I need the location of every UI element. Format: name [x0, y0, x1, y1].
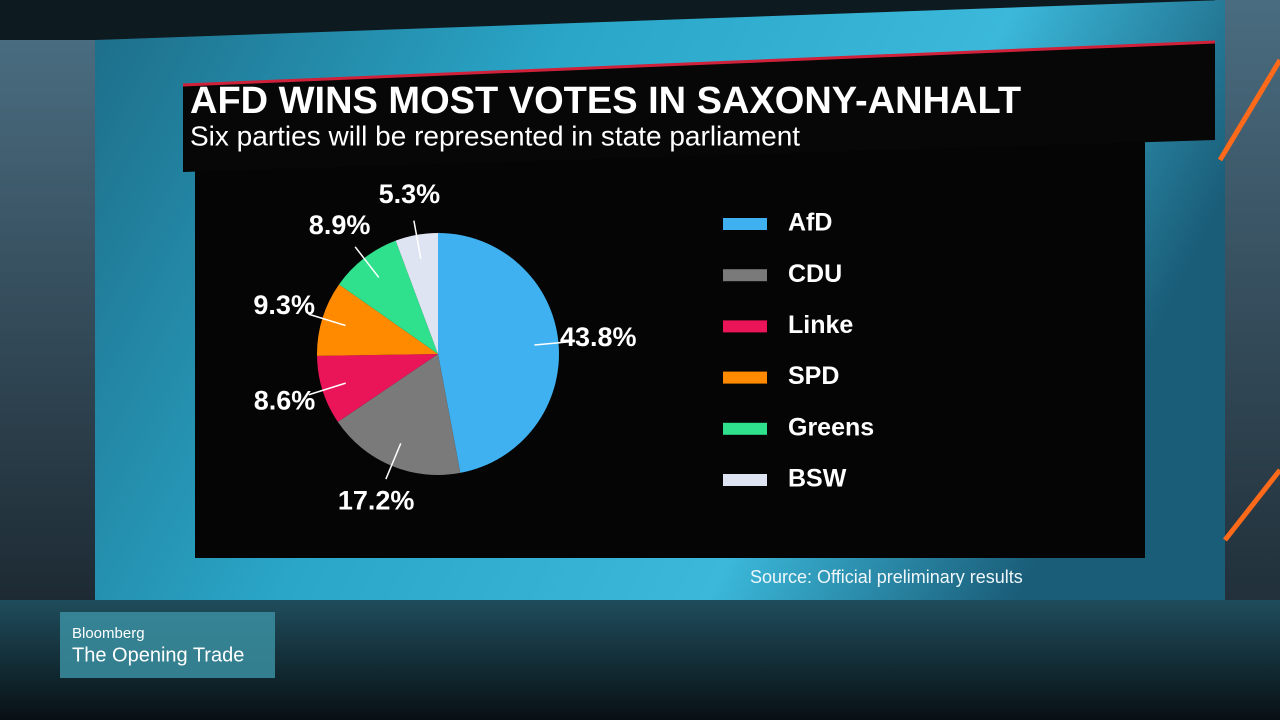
data-label: 8.6%	[254, 386, 316, 416]
left-city	[0, 40, 100, 600]
pie-slice	[395, 233, 438, 354]
leader-line	[534, 340, 574, 346]
pie-slice	[338, 240, 438, 354]
leader-line	[413, 220, 422, 259]
decor-line	[1217, 58, 1280, 162]
leader-line	[308, 313, 346, 327]
legend: AfD CDU Linke SPD Greens BSW	[723, 209, 874, 493]
legend-label: Greens	[788, 413, 874, 441]
chart-subtitle: Six parties will be represented in state…	[190, 120, 800, 151]
pie-slice	[317, 354, 438, 422]
source-note: Source: Official preliminary results	[750, 567, 1023, 587]
data-label: 9.3%	[253, 290, 315, 320]
legend-swatch	[723, 371, 767, 384]
legend-label: SPD	[788, 362, 839, 390]
pie-chart: 43.8% 17.2% 8.6% 9.3% 8.9% 5.3%	[253, 179, 636, 516]
legend-swatch	[723, 474, 767, 486]
program-name: The Opening Trade	[72, 644, 244, 666]
data-label: 5.3%	[379, 179, 441, 209]
program-box	[60, 612, 275, 678]
legend-swatch	[723, 422, 767, 435]
legend-label: AfD	[788, 209, 832, 237]
leader-line	[385, 443, 402, 480]
data-label: 43.8%	[560, 322, 637, 352]
legend-label: Linke	[788, 311, 853, 339]
data-label: 8.9%	[309, 210, 371, 240]
legend-label: CDU	[788, 260, 842, 288]
leader-line	[308, 382, 346, 396]
legend-swatch	[723, 218, 767, 230]
legend-label: BSW	[788, 465, 847, 493]
pie-slice	[438, 233, 559, 473]
legend-swatch	[723, 269, 767, 282]
legend-swatch	[723, 320, 767, 333]
leader-line	[354, 246, 380, 278]
network-name: Bloomberg	[72, 625, 145, 642]
pie-slice	[317, 284, 438, 356]
decor-line	[1223, 468, 1280, 542]
title-rule	[182, 40, 1216, 87]
chart-title: AFD WINS MOST VOTES IN SAXONY-ANHALT	[190, 80, 1021, 122]
data-label: 17.2%	[338, 486, 415, 516]
pie-slice	[337, 354, 461, 475]
